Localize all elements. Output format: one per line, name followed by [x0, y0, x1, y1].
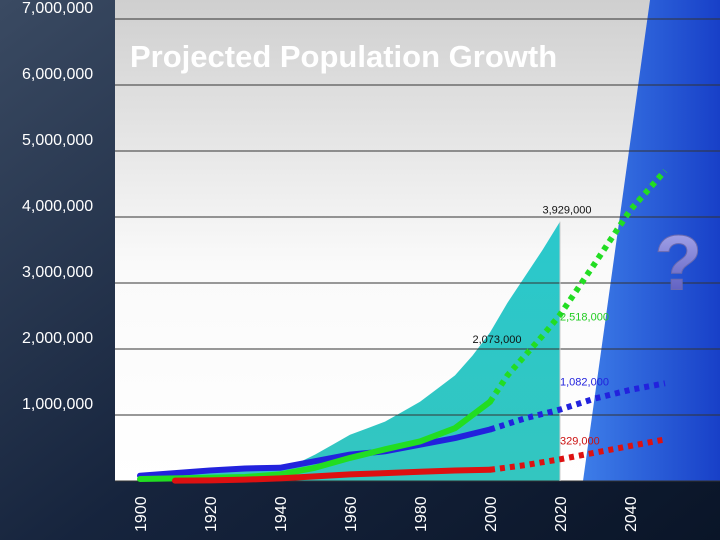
x-tick-label: 2040 — [623, 496, 640, 532]
y-tick-label: 6,000,000 — [22, 66, 93, 83]
x-tick-label: 1940 — [273, 496, 290, 532]
y-tick-label: 7,000,000 — [22, 0, 93, 17]
y-tick-label: 3,000,000 — [22, 264, 93, 281]
series-line-2 — [172, 466, 493, 484]
y-tick-label: 4,000,000 — [22, 198, 93, 215]
series-lines — [137, 168, 668, 484]
projection-band — [583, 0, 720, 481]
series-projection-0 — [489, 380, 666, 433]
x-tick-labels: 1900 1920 1940 1960 1980 2000 2020 2040 — [133, 496, 640, 532]
x-tick-label: 1900 — [133, 496, 150, 532]
y-tick-label: 5,000,000 — [22, 132, 93, 149]
y-tick-labels: 1,000,000 2,000,000 3,000,000 4,000,000 5,00… — [22, 0, 93, 413]
y-tick-label: 1,000,000 — [22, 396, 93, 413]
value-annotation: 2,073,000 — [473, 334, 522, 346]
chart-title: Projected Population Growth — [130, 39, 557, 74]
value-annotation: 3,929,000 — [543, 205, 592, 217]
y-tick-label: 2,000,000 — [22, 330, 93, 347]
x-tick-label: 2000 — [483, 496, 500, 532]
annotations: 3,929,000 2,518,000 2,073,000 1,082,000 329,… — [473, 205, 609, 448]
question-mark: ? — [655, 219, 703, 307]
value-annotation: 329,000 — [560, 436, 600, 448]
x-tick-label: 1960 — [343, 496, 360, 532]
gridlines — [115, 18, 720, 482]
value-annotation: 1,082,000 — [560, 376, 609, 388]
x-tick-label: 2020 — [553, 496, 570, 532]
x-tick-label: 1980 — [413, 496, 430, 532]
value-annotation: 2,518,000 — [560, 312, 609, 324]
series-line-0 — [137, 426, 493, 479]
x-tick-label: 1920 — [203, 496, 220, 532]
total-area — [140, 221, 560, 481]
